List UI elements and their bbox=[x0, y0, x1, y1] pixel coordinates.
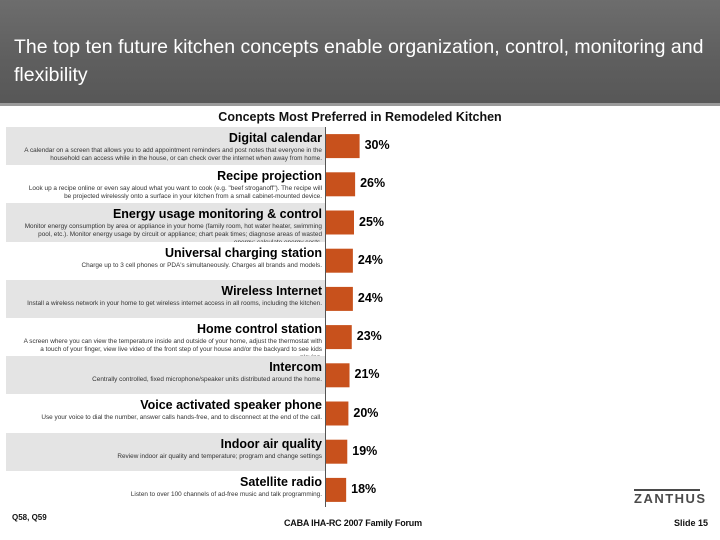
data-label: 26% bbox=[360, 176, 386, 191]
chart-title: Concepts Most Preferred in Remodeled Kit… bbox=[218, 110, 502, 124]
category-label: Wireless Internet bbox=[221, 283, 322, 298]
header-divider bbox=[0, 103, 720, 106]
category-label: Satellite radio bbox=[240, 474, 322, 489]
category-label: Indoor air quality bbox=[220, 436, 322, 451]
event-name: CABA IHA-RC 2007 Family Forum bbox=[284, 518, 422, 528]
data-label: 24% bbox=[357, 290, 383, 305]
title-bar: The top ten future kitchen concepts enab… bbox=[0, 0, 720, 104]
slide-title: The top ten future kitchen concepts enab… bbox=[14, 36, 704, 86]
category-label: Home control station bbox=[196, 322, 322, 336]
category-label: Digital calendar bbox=[228, 131, 322, 145]
logo-mark bbox=[634, 489, 700, 491]
data-label: 25% bbox=[359, 214, 385, 229]
bar bbox=[326, 477, 347, 502]
bar bbox=[326, 325, 352, 350]
category-label: Intercom bbox=[269, 360, 322, 375]
row-background bbox=[6, 356, 326, 395]
bar bbox=[326, 401, 349, 426]
company-logo: ZANTHUS bbox=[634, 491, 707, 506]
category-description: Listen to over 100 channels of ad-free m… bbox=[130, 490, 322, 498]
row-background bbox=[6, 432, 326, 471]
category-description: Centrally controlled, fixed microphone/s… bbox=[92, 376, 322, 384]
category-axis-line bbox=[325, 127, 326, 507]
bar bbox=[326, 286, 353, 311]
row-background bbox=[6, 203, 326, 242]
category-label: Recipe projection bbox=[217, 169, 322, 184]
category-label: Voice activated speaker phone bbox=[140, 398, 322, 413]
category-description: A calendar on a screen that allows you t… bbox=[24, 147, 322, 162]
data-label: 24% bbox=[357, 252, 383, 267]
row-background bbox=[6, 127, 326, 166]
data-label: 18% bbox=[351, 481, 377, 496]
data-label: 19% bbox=[352, 443, 378, 458]
category-label: Energy usage monitoring & control bbox=[112, 207, 322, 222]
bar bbox=[326, 439, 348, 464]
data-label: 21% bbox=[354, 367, 380, 382]
bar bbox=[326, 363, 350, 388]
slide-number: Slide 15 bbox=[673, 518, 708, 528]
row-background bbox=[6, 470, 326, 509]
bar bbox=[326, 248, 353, 273]
bar bbox=[326, 172, 356, 197]
category-label: Universal charging station bbox=[165, 245, 322, 260]
category-description: Install a wireless network in your home … bbox=[27, 299, 322, 307]
data-label: 20% bbox=[353, 405, 379, 420]
category-description: Charge up to 3 cell phones or PDA's simu… bbox=[81, 261, 322, 269]
category-description: Use your voice to dial the number, answe… bbox=[41, 414, 322, 422]
bar bbox=[326, 210, 354, 235]
row-background bbox=[6, 394, 326, 433]
source-note: Q58, Q59 bbox=[12, 513, 47, 522]
data-label: 30% bbox=[364, 138, 390, 153]
row-background bbox=[6, 318, 326, 357]
category-description: Look up a recipe online or even say alou… bbox=[28, 185, 322, 201]
row-background bbox=[6, 165, 326, 204]
row-background bbox=[6, 279, 326, 318]
data-label: 23% bbox=[356, 329, 382, 344]
bar bbox=[326, 134, 360, 159]
category-description: Review indoor air quality and temperatur… bbox=[117, 452, 322, 460]
row-background bbox=[6, 241, 326, 280]
